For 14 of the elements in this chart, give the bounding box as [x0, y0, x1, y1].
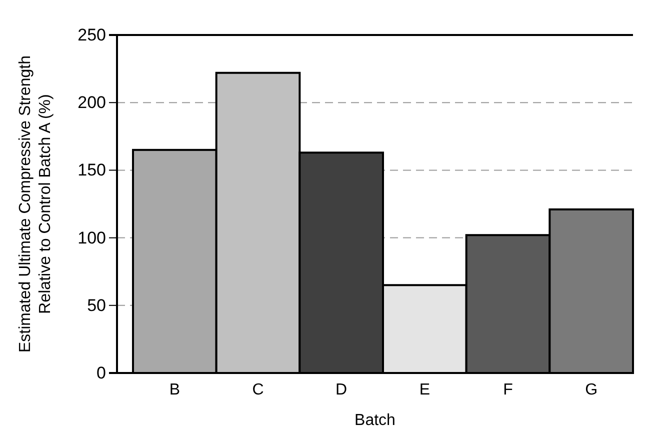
y-tick-label: 150: [78, 160, 106, 180]
y-tick-label: 100: [78, 228, 106, 248]
x-tick-label: F: [503, 381, 514, 398]
x-tick-label: E: [419, 381, 430, 398]
y-tick-label: 50: [87, 296, 106, 315]
x-axis-title: Batch: [354, 412, 396, 429]
x-tick-label: B: [169, 381, 180, 398]
y-tick-label: 250: [78, 25, 106, 44]
y-tick-label: 200: [78, 93, 106, 112]
y-tick-label: 0: [96, 363, 106, 382]
x-tick-label: G: [585, 381, 598, 398]
x-tick-label: C: [252, 381, 264, 398]
y-axis-title: Estimated Ultimate Compressive Strength Relative to Control Batch A (%): [17, 56, 54, 352]
x-tick-label: D: [336, 381, 348, 398]
